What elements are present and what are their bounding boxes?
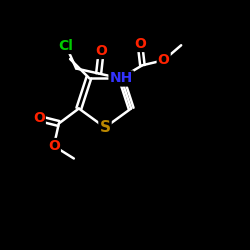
Text: NH: NH	[110, 72, 133, 86]
Text: O: O	[158, 53, 170, 67]
Text: O: O	[134, 37, 146, 51]
Text: O: O	[48, 139, 60, 153]
Text: S: S	[100, 120, 110, 135]
Text: Cl: Cl	[59, 39, 74, 53]
Text: O: O	[95, 44, 107, 58]
Text: O: O	[33, 112, 45, 126]
